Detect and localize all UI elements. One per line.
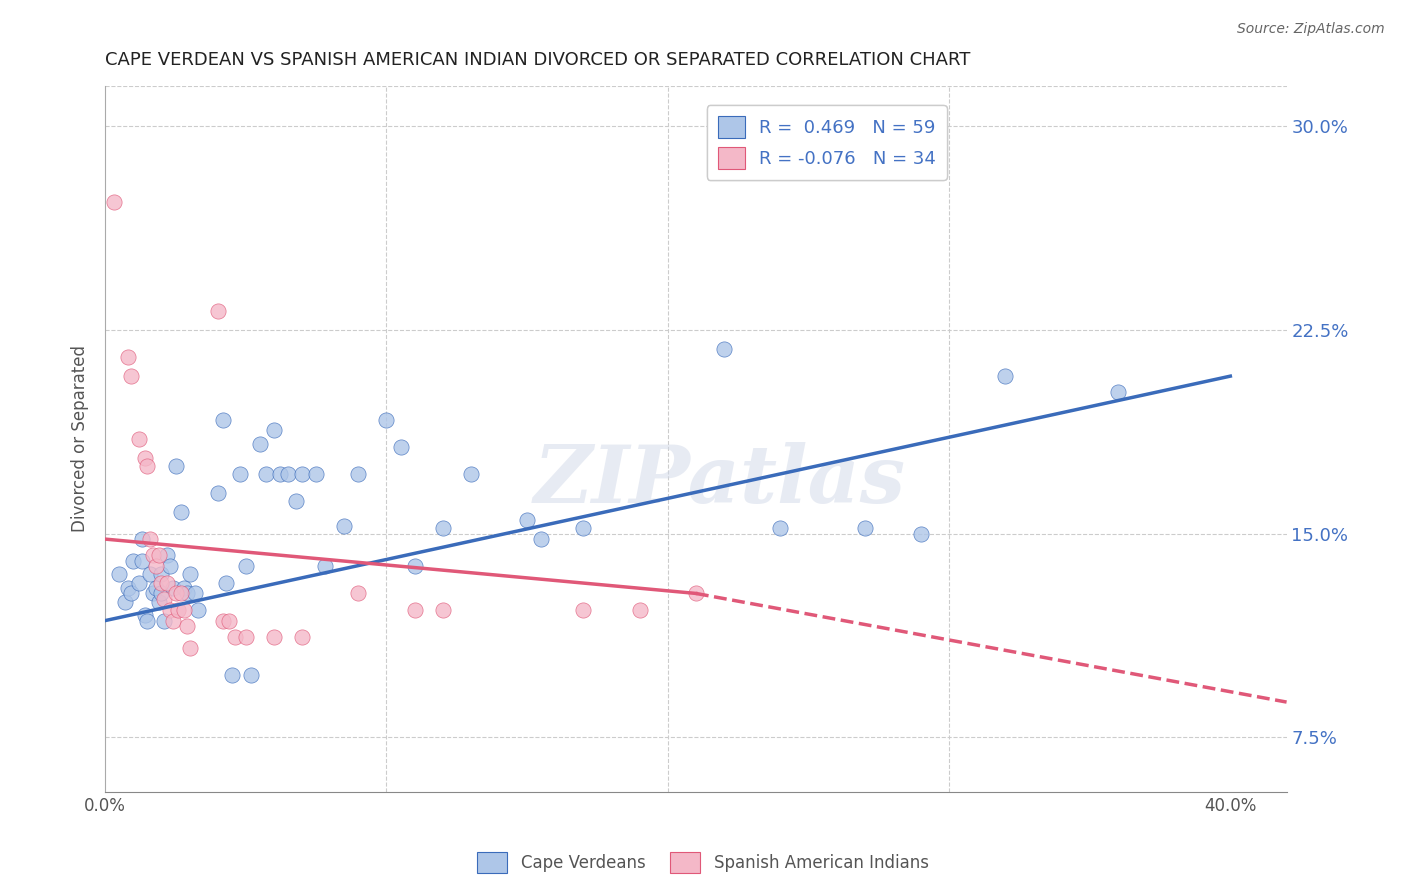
Point bbox=[853, 521, 876, 535]
Point bbox=[162, 614, 184, 628]
Point bbox=[176, 619, 198, 633]
Point bbox=[128, 432, 150, 446]
Point bbox=[207, 304, 229, 318]
Legend: Cape Verdeans, Spanish American Indians: Cape Verdeans, Spanish American Indians bbox=[471, 846, 935, 880]
Point bbox=[153, 614, 176, 628]
Point bbox=[254, 467, 277, 481]
Point bbox=[207, 486, 229, 500]
Point bbox=[218, 614, 240, 628]
Point bbox=[134, 450, 156, 465]
Point bbox=[120, 586, 142, 600]
Point bbox=[1107, 385, 1129, 400]
Point bbox=[572, 603, 595, 617]
Point bbox=[128, 575, 150, 590]
Point bbox=[108, 567, 131, 582]
Point bbox=[142, 549, 165, 563]
Point bbox=[240, 668, 263, 682]
Text: Source: ZipAtlas.com: Source: ZipAtlas.com bbox=[1237, 22, 1385, 37]
Point bbox=[769, 521, 792, 535]
Point bbox=[159, 603, 181, 617]
Point bbox=[176, 586, 198, 600]
Y-axis label: Divorced or Separated: Divorced or Separated bbox=[72, 345, 89, 533]
Point bbox=[713, 342, 735, 356]
Point bbox=[139, 567, 162, 582]
Point bbox=[165, 586, 187, 600]
Point bbox=[347, 586, 370, 600]
Point bbox=[134, 608, 156, 623]
Point bbox=[131, 532, 153, 546]
Point bbox=[277, 467, 299, 481]
Point bbox=[153, 591, 176, 606]
Point bbox=[131, 554, 153, 568]
Point bbox=[314, 559, 336, 574]
Point bbox=[910, 526, 932, 541]
Point bbox=[156, 575, 179, 590]
Point bbox=[136, 614, 159, 628]
Point bbox=[263, 424, 285, 438]
Point bbox=[145, 559, 167, 574]
Point bbox=[117, 350, 139, 364]
Point bbox=[347, 467, 370, 481]
Point bbox=[165, 458, 187, 473]
Point bbox=[159, 559, 181, 574]
Point bbox=[187, 603, 209, 617]
Point bbox=[139, 532, 162, 546]
Point bbox=[285, 494, 308, 508]
Point bbox=[333, 518, 356, 533]
Point bbox=[122, 554, 145, 568]
Text: ZIPatlas: ZIPatlas bbox=[533, 442, 905, 520]
Point bbox=[117, 581, 139, 595]
Point bbox=[628, 603, 651, 617]
Point bbox=[212, 614, 235, 628]
Point bbox=[229, 467, 252, 481]
Point bbox=[389, 440, 412, 454]
Point bbox=[404, 559, 426, 574]
Point bbox=[120, 369, 142, 384]
Point bbox=[249, 437, 271, 451]
Point bbox=[170, 505, 193, 519]
Point bbox=[572, 521, 595, 535]
Point bbox=[173, 603, 195, 617]
Point bbox=[235, 559, 257, 574]
Point bbox=[291, 467, 314, 481]
Point bbox=[184, 586, 207, 600]
Point bbox=[136, 458, 159, 473]
Point bbox=[224, 630, 246, 644]
Point bbox=[994, 369, 1017, 384]
Point bbox=[235, 630, 257, 644]
Point bbox=[148, 594, 170, 608]
Point bbox=[150, 567, 173, 582]
Point bbox=[221, 668, 243, 682]
Point bbox=[516, 513, 538, 527]
Point bbox=[148, 549, 170, 563]
Point bbox=[145, 581, 167, 595]
Point bbox=[173, 581, 195, 595]
Point bbox=[167, 603, 190, 617]
Point bbox=[179, 567, 201, 582]
Point bbox=[212, 412, 235, 426]
Point bbox=[305, 467, 328, 481]
Point bbox=[404, 603, 426, 617]
Point bbox=[179, 640, 201, 655]
Point bbox=[150, 575, 173, 590]
Point bbox=[375, 412, 398, 426]
Point bbox=[103, 195, 125, 210]
Point bbox=[460, 467, 482, 481]
Point bbox=[150, 586, 173, 600]
Point bbox=[291, 630, 314, 644]
Point bbox=[432, 603, 454, 617]
Legend: R =  0.469   N = 59, R = -0.076   N = 34: R = 0.469 N = 59, R = -0.076 N = 34 bbox=[707, 105, 946, 180]
Point bbox=[156, 549, 179, 563]
Point bbox=[142, 586, 165, 600]
Text: CAPE VERDEAN VS SPANISH AMERICAN INDIAN DIVORCED OR SEPARATED CORRELATION CHART: CAPE VERDEAN VS SPANISH AMERICAN INDIAN … bbox=[105, 51, 970, 69]
Point bbox=[432, 521, 454, 535]
Point bbox=[685, 586, 707, 600]
Point bbox=[170, 586, 193, 600]
Point bbox=[215, 575, 238, 590]
Point bbox=[263, 630, 285, 644]
Point bbox=[114, 594, 136, 608]
Point bbox=[162, 581, 184, 595]
Point bbox=[269, 467, 291, 481]
Point bbox=[530, 532, 553, 546]
